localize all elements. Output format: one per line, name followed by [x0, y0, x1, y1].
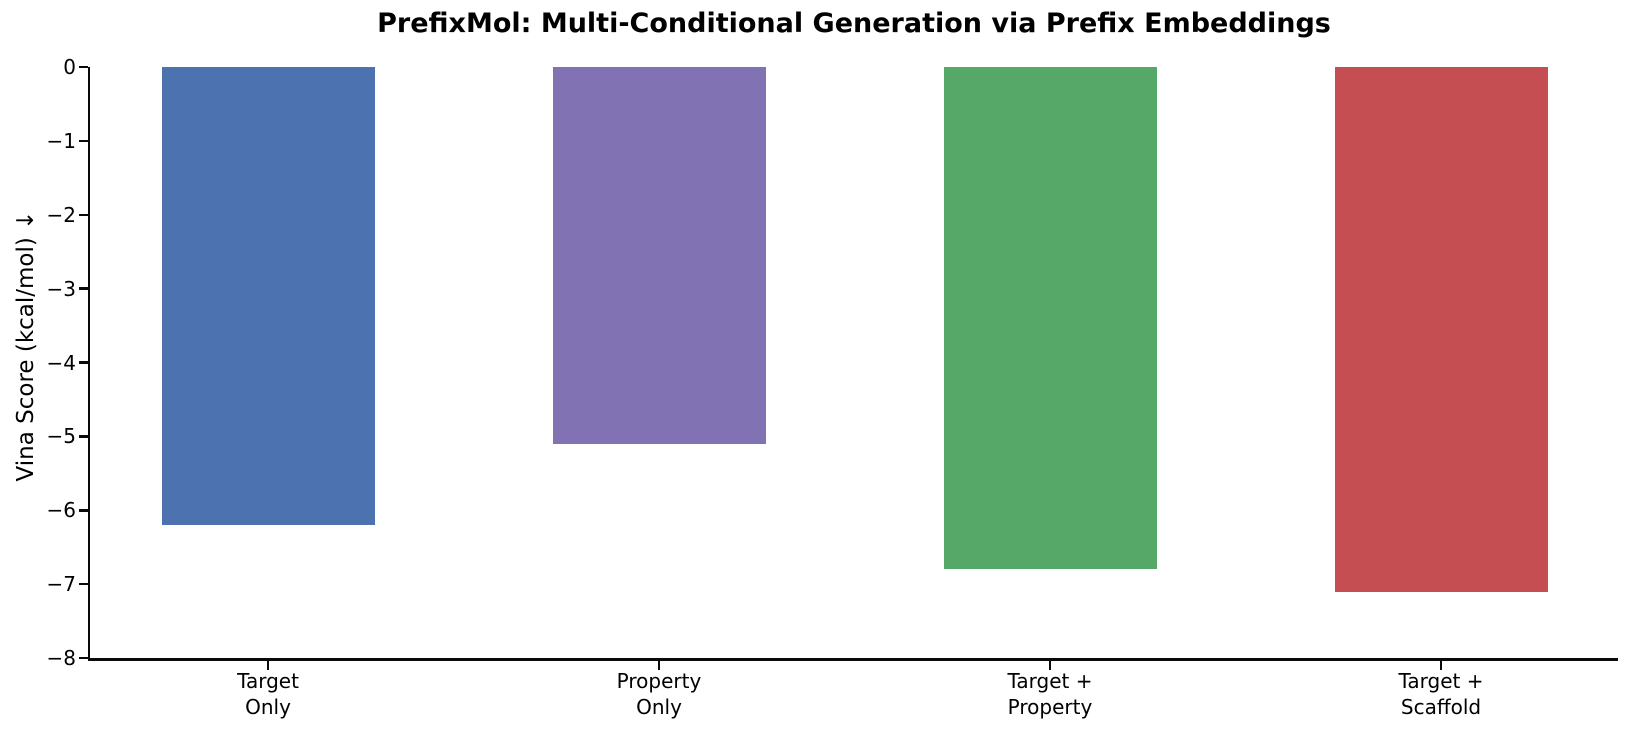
y-tick-label: −7	[46, 572, 76, 597]
chart-title: PrefixMol: Multi-Conditional Generation …	[377, 8, 1331, 39]
x-tick-label: Target + Property	[1007, 669, 1093, 719]
y-axis-spine	[87, 67, 90, 661]
y-tick-label: −5	[46, 424, 76, 449]
bar-property-only	[552, 67, 766, 444]
y-tick-label: −3	[46, 276, 76, 301]
y-tick-mark	[78, 656, 88, 660]
bar-target-only	[161, 67, 375, 526]
y-tick-mark	[78, 509, 88, 512]
x-tick-label: Property Only	[616, 669, 702, 719]
y-tick-label: −2	[46, 202, 76, 227]
y-tick-mark	[78, 65, 88, 69]
bar-target-scaffold	[1334, 67, 1548, 592]
y-tick-mark	[78, 435, 88, 438]
y-tick-label: −4	[46, 350, 76, 375]
x-tick-mark	[266, 660, 270, 670]
x-tick-mark	[657, 660, 661, 670]
y-tick-mark	[78, 287, 88, 290]
y-tick-mark	[78, 361, 88, 364]
x-tick-mark	[1048, 660, 1052, 670]
y-tick-label: −1	[46, 128, 76, 153]
x-tick-label: Target Only	[237, 669, 299, 719]
y-tick-label: −8	[46, 646, 76, 670]
y-tick-mark	[78, 139, 88, 143]
y-tick-label: −6	[46, 498, 76, 523]
x-tick-label: Target + Scaffold	[1398, 669, 1484, 719]
x-tick-mark	[1439, 660, 1443, 670]
y-tick-label: 0	[63, 55, 76, 79]
y-tick-mark	[78, 213, 88, 216]
bar-target-property	[943, 67, 1157, 570]
x-axis-spine	[87, 658, 1618, 661]
y-tick-mark	[78, 582, 88, 586]
